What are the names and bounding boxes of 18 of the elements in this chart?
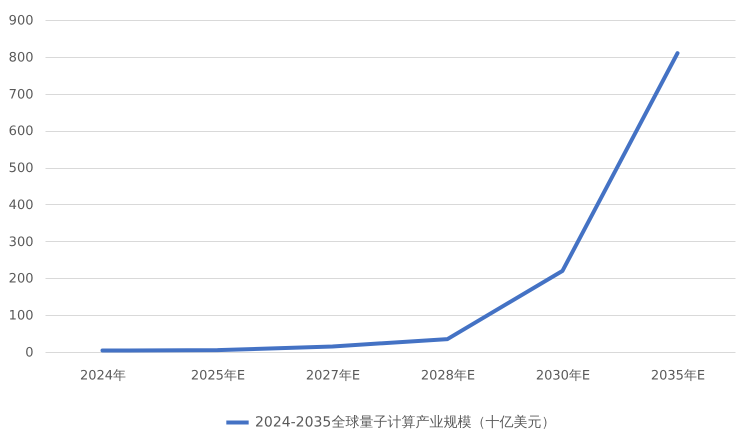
y-tick-label: 600 bbox=[8, 124, 34, 140]
y-tick-label: 0 bbox=[25, 346, 34, 360]
x-tick-label: 2025年E bbox=[190, 368, 246, 384]
y-tick-label: 800 bbox=[8, 50, 34, 66]
x-tick-label: 2035年E bbox=[650, 368, 706, 384]
x-tick-label: 2028年E bbox=[420, 368, 476, 384]
x-tick-label: 2024年 bbox=[80, 368, 126, 384]
x-tick-label: 2027年E bbox=[306, 368, 360, 384]
y-tick-label: 700 bbox=[8, 87, 34, 102]
y-tick-label: 900 bbox=[8, 14, 34, 28]
line-series bbox=[100, 51, 680, 353]
x-tick-label: 2030年E bbox=[536, 368, 590, 384]
y-tick-label: 300 bbox=[8, 234, 34, 250]
legend-label: 2024-2035全球量子计算产业规模（十亿美元） bbox=[255, 414, 556, 430]
y-tick-label: 200 bbox=[8, 272, 34, 287]
y-tick-label: 400 bbox=[8, 198, 34, 213]
y-tick-label: 500 bbox=[8, 161, 34, 176]
y-tick-label: 100 bbox=[8, 308, 34, 324]
